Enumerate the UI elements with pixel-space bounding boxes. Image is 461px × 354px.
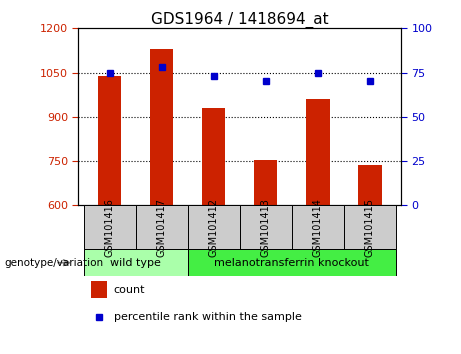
Text: GSM101416: GSM101416 [105,198,115,257]
Text: wild type: wild type [110,258,161,268]
Text: GSM101412: GSM101412 [209,198,219,257]
Title: GDS1964 / 1418694_at: GDS1964 / 1418694_at [151,12,329,28]
Bar [188,205,240,249]
Bar [150,49,173,205]
Text: GSM101413: GSM101413 [261,198,271,257]
Bar [98,75,121,205]
Bar [202,108,225,205]
Bar [136,205,188,249]
Text: GSM101414: GSM101414 [313,198,323,257]
Bar [91,281,107,298]
Bar [83,205,136,249]
Bar [240,205,292,249]
Bar [306,99,330,205]
Bar [358,165,382,205]
Text: GSM101415: GSM101415 [365,198,375,257]
Bar [188,249,396,276]
Bar [292,205,344,249]
Text: melanotransferrin knockout: melanotransferrin knockout [214,258,369,268]
Text: count: count [114,285,145,295]
Bar [344,205,396,249]
Text: genotype/variation: genotype/variation [5,258,104,268]
Text: GSM101417: GSM101417 [157,198,166,257]
Bar [254,160,278,205]
Bar [83,249,188,276]
Text: percentile rank within the sample: percentile rank within the sample [114,312,302,322]
